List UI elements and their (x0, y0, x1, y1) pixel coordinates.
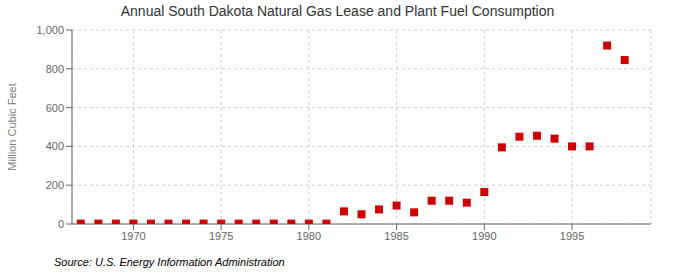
svg-text:1970: 1970 (121, 230, 145, 242)
svg-text:Million Cubic Feet: Million Cubic Feet (8, 83, 18, 170)
svg-text:200: 200 (46, 179, 64, 191)
svg-text:400: 400 (46, 140, 64, 152)
html-text:Annual South Dakota Natural Ga: Annual South Dakota Natural Gas Lease an… (120, 3, 555, 19)
svg-text:1,000: 1,000 (36, 24, 64, 36)
svg-text:1975: 1975 (209, 230, 233, 242)
svg-text:0: 0 (58, 218, 64, 230)
svg-text:1990: 1990 (472, 230, 496, 242)
html-text:Source: U.S. Energy Informatio: Source: U.S. Energy Information Administ… (54, 256, 285, 268)
svg-text:800: 800 (46, 63, 64, 75)
svg-text:1980: 1980 (297, 230, 321, 242)
svg-text:1985: 1985 (384, 230, 408, 242)
svg-text:600: 600 (46, 102, 64, 114)
svg-text:1995: 1995 (560, 230, 584, 242)
